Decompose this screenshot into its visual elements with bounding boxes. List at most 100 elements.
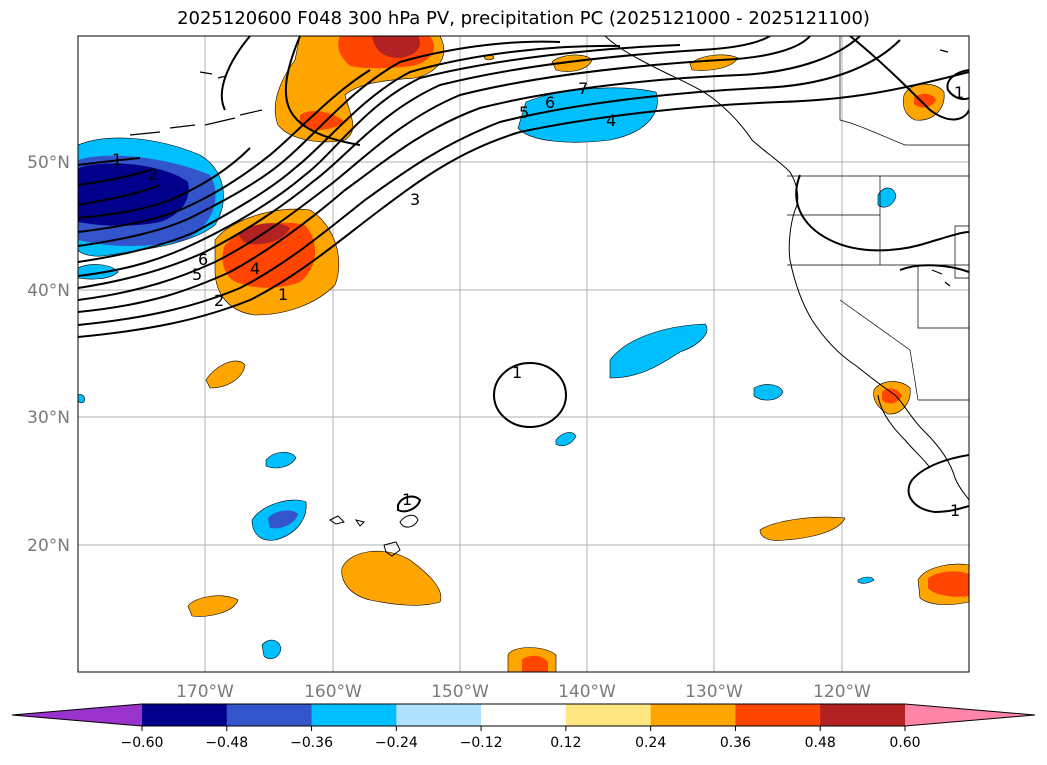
neg-spot-4 <box>265 451 297 469</box>
neg-spot-5 <box>261 639 282 660</box>
contour-6 <box>78 44 681 277</box>
contour-7 <box>78 44 621 263</box>
colorbar-ticks: −0.60 −0.48 −0.36 −0.24 −0.12 0.12 0.24 0.36 0.4… <box>121 726 921 751</box>
contour-20 <box>907 454 969 514</box>
colorbar-tick-label: 0.36 <box>720 735 751 751</box>
colorbar-segment <box>142 704 228 726</box>
pos-region-north-core <box>372 36 420 58</box>
map-area <box>78 36 969 672</box>
colorbar-tick-label: 0.12 <box>550 735 581 751</box>
pos-region-baja-core <box>882 388 902 404</box>
contour-label-6a: 6 <box>545 93 555 112</box>
colorbar-tick-label: −0.24 <box>375 735 418 751</box>
colorbar-tick-label: −0.60 <box>121 735 164 751</box>
colorbar-tick-label: −0.48 <box>205 735 248 751</box>
lon-label-170w: 170°W <box>176 682 234 702</box>
state-border-box <box>954 225 969 279</box>
contour-13 <box>78 157 141 166</box>
pv-contours <box>78 36 969 514</box>
aleutian-islands <box>129 109 263 136</box>
lat-label-30n: 30°N <box>27 408 70 428</box>
contour-ring-2 <box>397 495 422 513</box>
positive-anomalies <box>187 36 969 672</box>
colorbar-tick-label: 0.24 <box>635 735 666 751</box>
neg-spot-7 <box>877 187 897 208</box>
contour-15 <box>220 36 251 111</box>
colorbar-segment <box>226 704 313 726</box>
colorbar-segment <box>565 704 652 726</box>
colorbar-segment <box>396 704 482 726</box>
contour-label-1d: 1 <box>402 490 412 509</box>
contour-label-6b: 6 <box>198 250 208 269</box>
pos-region-south <box>341 550 442 606</box>
pos-spot-4 <box>205 360 246 389</box>
lat-label-50n: 50°N <box>27 153 70 173</box>
neg-spot-6 <box>857 576 875 584</box>
contour-label-5b: 5 <box>192 265 202 284</box>
contour-19 <box>899 264 969 273</box>
map-title: 2025120600 F048 300 hPa PV, precipitatio… <box>177 8 870 29</box>
contour-18 <box>795 174 969 252</box>
map-frame <box>77 35 970 673</box>
contour-label-5a: 5 <box>519 103 529 122</box>
contour-8 <box>78 40 561 247</box>
contour-11 <box>78 184 161 206</box>
contour-label-1e: 1 <box>950 501 960 520</box>
pos-region-se-core <box>928 571 969 597</box>
lon-labels: 170°W 160°W 150°W 140°W 130°W 120°W <box>176 682 871 702</box>
negative-anomalies <box>78 87 897 660</box>
pos-spot-6 <box>187 595 239 617</box>
contour-3 <box>78 36 861 313</box>
hawaii-islands <box>329 514 419 557</box>
colorbar-segment <box>311 704 397 726</box>
contour-1 <box>78 71 969 338</box>
contour-label-4b: 4 <box>250 259 260 278</box>
baja-coast <box>877 394 931 469</box>
colorbar-tick-label: −0.36 <box>290 735 333 751</box>
lon-label-130w: 130°W <box>685 682 743 702</box>
contour-ring-1 <box>493 362 567 428</box>
contour-label-2a: 2 <box>148 165 158 184</box>
pos-spot-7-core <box>522 655 548 672</box>
pos-region-north-lobe <box>300 110 345 130</box>
contour-label-1f: 1 <box>954 83 964 102</box>
colorbar-segment <box>820 704 906 726</box>
contour-16 <box>849 36 969 121</box>
lat-labels: 50°N 40°N 30°N 20°N <box>27 153 70 556</box>
contour-12 <box>78 169 151 186</box>
contour-10 <box>78 147 251 219</box>
colorbar-tick-label: 0.48 <box>805 735 836 751</box>
lon-label-150w: 150°W <box>431 682 489 702</box>
contour-label-7: 7 <box>578 79 588 98</box>
contour-labels: 1 2 3 4 5 6 7 1 2 4 5 6 1 1 1 1 <box>112 79 964 520</box>
lon-label-160w: 160°W <box>304 682 362 702</box>
alaska-border <box>839 36 969 146</box>
lat-label-40n: 40°N <box>27 281 70 301</box>
contour-label-2b: 2 <box>214 291 224 310</box>
contour-4 <box>78 36 811 301</box>
small-islands <box>199 49 951 287</box>
contour-label-1b: 1 <box>278 285 288 304</box>
colorbar-segment <box>735 704 821 726</box>
neg-region-hawaii-core <box>268 510 298 529</box>
contour-label-3: 3 <box>410 190 420 209</box>
lon-label-140w: 140°W <box>558 682 616 702</box>
pos-spot-5 <box>759 516 846 541</box>
neg-region-mid <box>609 323 708 379</box>
contour-14 <box>284 36 361 146</box>
neg-spot-3 <box>555 432 577 447</box>
colorbar-extend-high <box>905 704 1035 726</box>
north-america-coast <box>604 36 969 501</box>
colorbar-tick-label: 0.60 <box>889 735 920 751</box>
lon-label-120w: 120°W <box>813 682 871 702</box>
gridlines <box>78 36 969 672</box>
coastlines <box>129 36 969 557</box>
neg-spot-2 <box>753 384 784 401</box>
contour-label-4a: 4 <box>606 111 616 130</box>
colorbar <box>11 703 1036 727</box>
contour-17 <box>946 69 969 100</box>
contour-5 <box>78 36 771 289</box>
colorbar-segment <box>481 704 567 726</box>
contour-label-1c: 1 <box>512 363 522 382</box>
